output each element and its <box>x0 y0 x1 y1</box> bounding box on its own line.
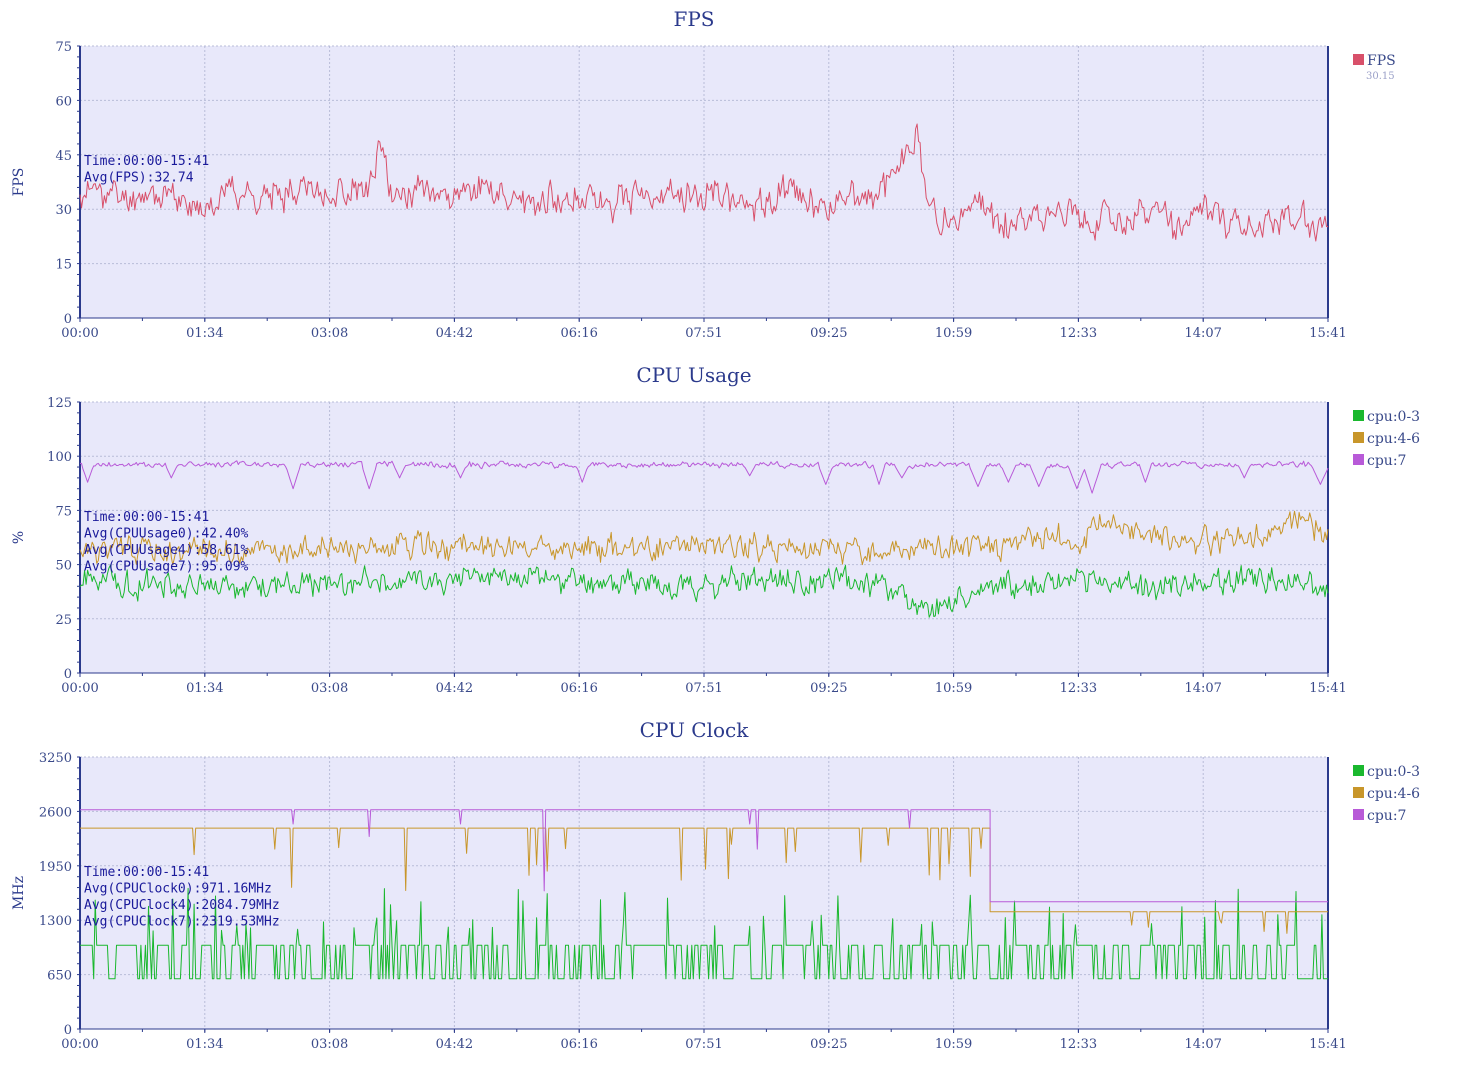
y-tick-label: 50 <box>55 559 72 574</box>
stats-annotation: Time:00:00-15:41 <box>84 865 209 880</box>
x-tick-label: 12:33 <box>1060 1037 1097 1052</box>
x-tick-label: 04:42 <box>436 681 473 696</box>
series-line-cpu-7 <box>80 460 1329 494</box>
x-tick-label: 09:25 <box>810 326 847 341</box>
x-tick-label: 07:51 <box>685 681 722 696</box>
legend-swatch[interactable] <box>1353 432 1364 443</box>
x-tick-label: 14:07 <box>1184 1037 1221 1052</box>
y-tick-label: 0 <box>64 667 72 682</box>
y-tick-label: 650 <box>47 969 72 984</box>
legend-swatch[interactable] <box>1353 454 1364 465</box>
y-tick-label: 30 <box>55 203 72 218</box>
legend-swatch[interactable] <box>1353 809 1364 820</box>
chart-title: FPS <box>673 7 714 31</box>
x-tick-label: 06:16 <box>560 1037 597 1052</box>
y-tick-label: 1950 <box>39 860 72 875</box>
legend-value: 30.15 <box>1366 71 1395 82</box>
x-tick-label: 00:00 <box>61 681 98 696</box>
x-tick-label: 07:51 <box>685 1037 722 1052</box>
x-tick-label: 00:00 <box>61 1037 98 1052</box>
x-tick-label: 12:33 <box>1060 326 1097 341</box>
x-tick-label: 10:59 <box>935 681 972 696</box>
y-tick-label: 60 <box>55 94 72 109</box>
y-tick-label: 0 <box>64 312 72 327</box>
y-tick-label: 3250 <box>39 751 72 766</box>
chart-panel-1: FPS 0 15 30 45 60 75 00:00 01:34 03:08 04:42 06:16 0… <box>11 7 1396 341</box>
legend-swatch[interactable] <box>1353 410 1364 421</box>
y-tick-label: 1300 <box>39 914 72 929</box>
x-tick-label: 10:59 <box>935 1037 972 1052</box>
legend-swatch[interactable] <box>1353 787 1364 798</box>
chart-title: CPU Clock <box>640 718 750 742</box>
y-tick-label: 0 <box>64 1023 72 1038</box>
x-tick-label: 00:00 <box>61 326 98 341</box>
legend-label[interactable]: cpu:4-6 <box>1367 431 1420 447</box>
x-tick-label: 14:07 <box>1184 326 1221 341</box>
stats-annotation: Avg(CPUClock4):2084.79MHz <box>84 898 280 913</box>
chart-panel-3: CPU Clock 0 650 1300 1950 2600 3250 00:00 01:34 0… <box>11 718 1420 1052</box>
legend-label[interactable]: cpu:7 <box>1367 453 1406 469</box>
y-tick-label: 75 <box>55 504 72 519</box>
y-axis-label: MHz <box>11 876 27 910</box>
x-tick-label: 09:25 <box>810 1037 847 1052</box>
series-line-cpu-4-6 <box>80 827 1328 934</box>
legend-label[interactable]: FPS <box>1367 53 1396 69</box>
chart-title: CPU Usage <box>636 363 751 387</box>
stats-annotation: Avg(CPUUsage4):58.61% <box>84 543 249 558</box>
y-tick-label: 125 <box>47 396 72 411</box>
x-tick-label: 03:08 <box>311 681 348 696</box>
legend-label[interactable]: cpu:4-6 <box>1367 786 1420 802</box>
x-tick-label: 06:16 <box>560 326 597 341</box>
stats-annotation: Time:00:00-15:41 <box>84 510 209 525</box>
x-tick-label: 09:25 <box>810 681 847 696</box>
x-tick-label: 01:34 <box>186 326 223 341</box>
stats-annotation: Avg(FPS):32.74 <box>84 171 194 186</box>
chart-panel-2: CPU Usage 0 25 50 75 100 125 00:00 01:34 03:08 04:… <box>11 363 1420 696</box>
x-tick-label: 03:08 <box>311 1037 348 1052</box>
series-line-cpu-7 <box>80 809 1328 903</box>
x-tick-label: 14:07 <box>1184 681 1221 696</box>
y-axis-label: FPS <box>11 168 27 197</box>
x-tick-label: 03:08 <box>311 326 348 341</box>
stats-annotation: Time:00:00-15:41 <box>84 154 209 169</box>
legend-label[interactable]: cpu:0-3 <box>1367 764 1420 780</box>
x-tick-label: 07:51 <box>685 326 722 341</box>
stats-annotation: Avg(CPUUsage7):95.09% <box>84 560 249 575</box>
x-tick-label: 15:41 <box>1309 326 1346 341</box>
x-tick-label: 01:34 <box>186 681 223 696</box>
stats-annotation: Avg(CPUClock0):971.16MHz <box>84 882 272 897</box>
y-tick-label: 25 <box>55 613 72 628</box>
series-line-cpu-0-3 <box>80 887 1328 980</box>
legend-label[interactable]: cpu:7 <box>1367 808 1406 824</box>
y-tick-label: 45 <box>55 149 72 164</box>
stats-annotation: Avg(CPUUsage0):42.40% <box>84 527 249 542</box>
x-tick-label: 15:41 <box>1309 1037 1346 1052</box>
legend-swatch[interactable] <box>1353 54 1364 65</box>
stats-annotation: Avg(CPUClock7):2319.53MHz <box>84 915 280 930</box>
series-line-cpu-4-6 <box>79 510 1329 566</box>
x-tick-label: 01:34 <box>186 1037 223 1052</box>
y-axis-label: % <box>11 531 27 544</box>
x-tick-label: 10:59 <box>935 326 972 341</box>
y-tick-label: 15 <box>55 258 72 273</box>
series-line-fps <box>79 123 1329 242</box>
y-tick-label: 2600 <box>39 805 72 820</box>
y-tick-label: 100 <box>47 450 72 465</box>
legend-swatch[interactable] <box>1353 765 1364 776</box>
x-tick-label: 15:41 <box>1309 681 1346 696</box>
x-tick-label: 12:33 <box>1060 681 1097 696</box>
x-tick-label: 04:42 <box>436 326 473 341</box>
x-tick-label: 04:42 <box>436 1037 473 1052</box>
legend-label[interactable]: cpu:0-3 <box>1367 409 1420 425</box>
series-line-cpu-0-3 <box>79 564 1329 618</box>
x-tick-label: 06:16 <box>560 681 597 696</box>
y-tick-label: 75 <box>55 40 72 55</box>
